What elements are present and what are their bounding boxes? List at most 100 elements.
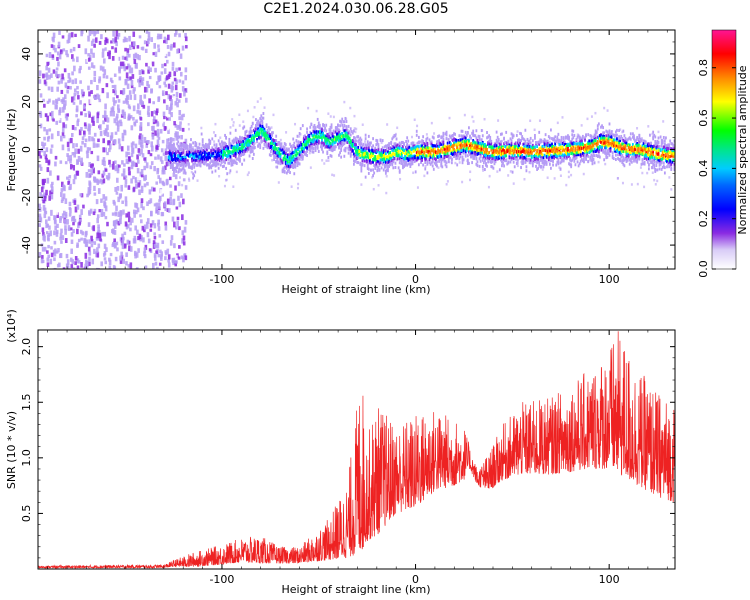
spectrogram-cell [155, 202, 159, 209]
spectrogram-cell [366, 140, 369, 144]
spectrogram-cell [415, 142, 418, 145]
spectrogram-cell [389, 154, 392, 158]
spectrogram-cell [163, 63, 167, 67]
spectrogram-cell [498, 142, 501, 146]
spectrogram-cell [125, 95, 129, 102]
spectrogram-cell [218, 174, 221, 178]
spectrogram-cell [299, 153, 302, 157]
spectrogram-cell [443, 147, 446, 151]
spectrogram-cell [472, 156, 475, 160]
spectrogram-cell [477, 151, 480, 155]
spectrogram-cell [559, 143, 562, 147]
spectrogram-cell [174, 147, 178, 152]
spectrogram-cell [393, 157, 396, 161]
spectrogram-cell [220, 140, 223, 144]
spectrogram-cell [316, 142, 319, 146]
spectrogram-cell [277, 181, 280, 184]
spectrogram-cell [441, 150, 444, 154]
spectrogram-cell [543, 162, 546, 166]
spectrogram-cell [197, 155, 200, 159]
spectrogram-cell [200, 151, 203, 155]
spectrogram-cell [304, 141, 306, 145]
spectrogram-cell [399, 158, 402, 162]
spectrogram-cell [168, 151, 171, 155]
spectrogram-cell [396, 147, 399, 151]
spectrogram-cell [469, 144, 471, 148]
spectrogram-cell [38, 213, 42, 218]
spectrogram-cell [125, 252, 128, 257]
spectrogram-cell [318, 123, 321, 127]
spectrogram-cell [473, 142, 476, 146]
spectrogram-cell [42, 232, 45, 236]
spectrogram-cell [167, 262, 171, 268]
spectrogram-cell [540, 156, 543, 160]
spectrogram-cell [474, 152, 477, 156]
spectrogram-cell [312, 134, 315, 138]
spectrogram-cell [425, 154, 428, 158]
spectrogram-cell [228, 153, 231, 157]
spectrogram-cell [390, 161, 393, 165]
spectrogram-cell [60, 78, 63, 84]
spectrogram-cell [410, 162, 413, 166]
spectrogram-cell [487, 160, 489, 164]
spectrogram-cell [160, 189, 163, 195]
spectrogram-cell [552, 138, 554, 142]
spectrogram-cell [144, 244, 148, 250]
spectrogram-cell [292, 158, 295, 162]
spectrogram-cell [290, 156, 292, 160]
spectrogram-cell [71, 170, 74, 175]
spectrogram-cell [389, 146, 392, 150]
spectrogram-cell [262, 132, 265, 136]
spectrogram-cell [470, 151, 472, 155]
spectrogram-cell [455, 143, 458, 147]
spectrogram-cell [227, 157, 230, 161]
spectrogram-cell [334, 138, 337, 142]
spectrogram-cell [277, 154, 280, 158]
spectrogram-cell [173, 96, 176, 102]
spectrogram-cell [46, 250, 49, 254]
spectrogram-cell [93, 176, 97, 183]
spectrogram-cell [511, 154, 514, 158]
spectrogram-cell [79, 193, 83, 197]
spectrogram-cell [70, 264, 74, 269]
spectrogram-cell [325, 144, 328, 148]
spectrogram-cell [258, 136, 261, 140]
spectrogram-cell [316, 132, 319, 136]
spectrogram-cell [93, 185, 96, 191]
spectrogram-cell [152, 187, 156, 192]
spectrogram-cell [486, 164, 488, 168]
spectrogram-cell [365, 160, 368, 164]
spectrogram-cell [375, 162, 378, 166]
spectrogram-cell [267, 142, 270, 146]
spectrogram-cell [535, 157, 537, 161]
spectrogram-cell [68, 117, 72, 124]
spectrogram-cell [343, 120, 346, 124]
spectrogram-cell [103, 160, 106, 167]
spectrogram-cell [124, 221, 128, 227]
spectrogram-cell [130, 125, 134, 131]
spectrogram-cell [131, 147, 135, 154]
spectrogram-cell [130, 178, 133, 184]
spectrogram-cell [289, 160, 291, 164]
spectrogram-cell [350, 153, 353, 156]
spectrogram-cell [97, 138, 100, 143]
spectrogram-cell [53, 251, 57, 257]
spectrogram-cell [265, 133, 268, 137]
spectrogram-cell [537, 155, 540, 159]
spectrogram-cell [128, 245, 131, 252]
spectrogram-cell [167, 51, 171, 57]
spectrogram-cell [151, 145, 154, 152]
spectrogram-cell [149, 223, 153, 228]
spectrogram-cell [502, 152, 504, 156]
spectrogram-cell [157, 96, 160, 103]
spectrogram-cell [400, 146, 403, 150]
spectrogram-cell [391, 137, 394, 141]
spectrogram-cell [541, 144, 544, 148]
spectrogram-cell [560, 151, 563, 155]
spectrogram-cell [170, 149, 173, 153]
spectrogram-cell [168, 157, 171, 161]
spectrogram-cell [96, 214, 100, 219]
spectrogram-cell [501, 160, 503, 164]
spectrogram-cell [490, 139, 493, 143]
spectrogram-cell [419, 151, 421, 155]
